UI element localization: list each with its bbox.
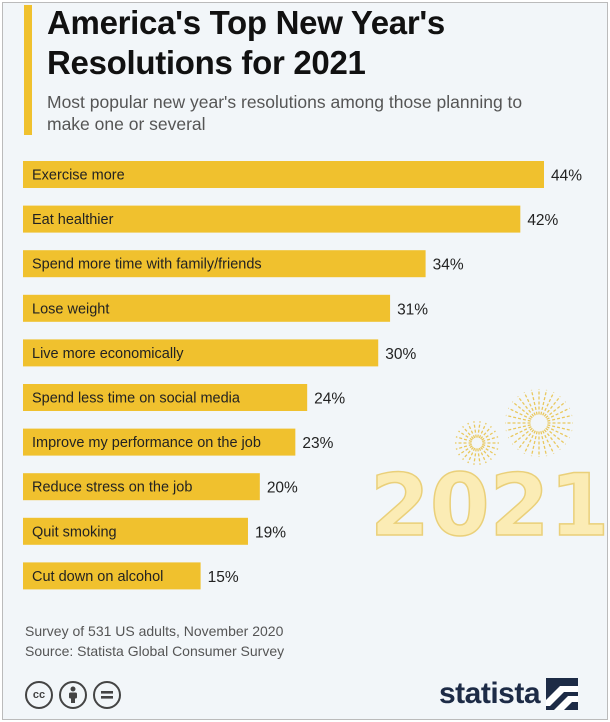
bar-5[interactable] — [23, 384, 308, 411]
nd-icon[interactable] — [93, 681, 121, 709]
bar-label: Reduce stress on the job — [32, 480, 192, 496]
bar-value-label: 34% — [433, 257, 464, 274]
bar-label: Spend less time on social media — [32, 391, 241, 407]
bar-value-label: 31% — [397, 301, 428, 318]
bar-value-label: 23% — [302, 435, 333, 452]
bar-value-label: 15% — [208, 569, 239, 586]
brand-name[interactable]: statista — [439, 677, 541, 710]
year-2021-decoration: 2021 — [369, 389, 608, 557]
bar-label: Improve my performance on the job — [32, 435, 261, 451]
bar-8[interactable] — [23, 517, 248, 545]
bar-0[interactable] — [23, 161, 544, 188]
bar-1[interactable] — [23, 205, 521, 233]
bar-label: Exercise more — [32, 168, 125, 184]
chart-title: America's Top New Year's Resolutions for… — [47, 4, 445, 81]
bar-value-label: 42% — [527, 212, 558, 229]
bar-chart: 2021 Exercise more 44% Eat healthier 42% Spe… — [23, 161, 608, 590]
firework-small-icon — [455, 421, 499, 465]
statista-brand[interactable]: statista — [439, 677, 579, 711]
bar-label: Spend more time with family/friends — [32, 257, 262, 273]
bar-4[interactable] — [23, 339, 379, 367]
bar-value-label: 20% — [267, 480, 298, 497]
bar-label: Lose weight — [32, 301, 109, 317]
bar-9[interactable] — [23, 562, 201, 590]
bar-3[interactable] — [23, 294, 391, 322]
bars-group: Exercise more 44% Eat healthier 42% Spend mo… — [23, 161, 582, 590]
bar-2[interactable] — [23, 250, 426, 278]
bar-7[interactable] — [23, 473, 260, 501]
year-2021-text: 2021 — [370, 456, 608, 556]
bar-value-label: 19% — [255, 524, 286, 541]
chart-subtitle: Most popular new year's resolutions amon… — [47, 92, 523, 134]
bar-value-label: 30% — [385, 346, 416, 363]
license-icons[interactable]: cc — [25, 681, 121, 709]
firework-large-icon — [505, 389, 573, 457]
statista-logo-icon — [546, 678, 579, 710]
bar-value-label: 44% — [551, 168, 582, 185]
by-icon[interactable] — [59, 681, 87, 709]
title-accent-bar — [24, 5, 32, 135]
survey-note: Survey of 531 US adults, November 2020 — [25, 623, 284, 639]
bar-label: Eat healthier — [32, 212, 114, 228]
bar-label: Cut down on alcohol — [32, 569, 163, 585]
bar-label: Live more economically — [32, 346, 184, 362]
source-note: Source: Statista Global Consumer Survey — [25, 643, 285, 659]
bar-6[interactable] — [23, 428, 296, 456]
bar-label: Quit smoking — [32, 524, 117, 540]
bar-value-label: 24% — [314, 391, 345, 408]
cc-icon[interactable]: cc — [25, 681, 53, 709]
